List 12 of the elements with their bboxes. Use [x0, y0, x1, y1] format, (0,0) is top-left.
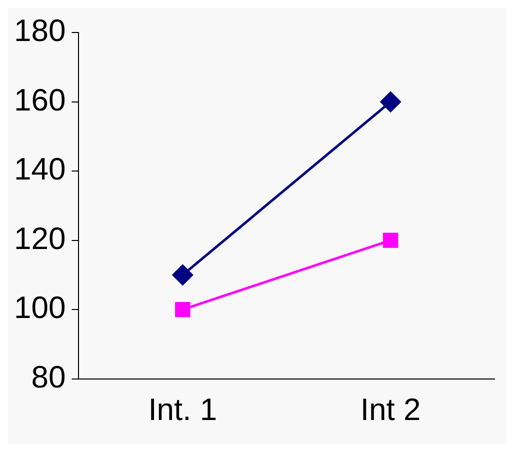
y-tick-label: 180: [14, 13, 66, 48]
point: [382, 232, 398, 248]
x-tick-label: Int 2: [360, 392, 421, 427]
y-tick-label: 80: [31, 359, 66, 394]
point: [380, 92, 401, 112]
x-tick-label: Int. 1: [148, 392, 218, 427]
y-tick-label: 100: [14, 290, 66, 326]
y-tick-label: 160: [14, 82, 66, 118]
point: [175, 302, 190, 318]
y-tick-label: 120: [14, 220, 66, 256]
point: [172, 264, 193, 286]
y-tick-label: 140: [14, 152, 66, 187]
